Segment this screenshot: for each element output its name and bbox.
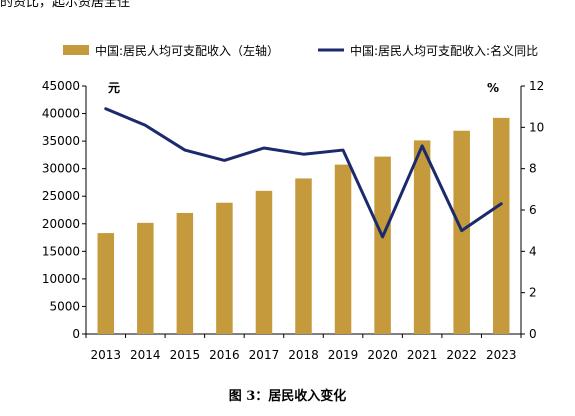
x-tick-label: 2014 <box>130 348 161 362</box>
x-tick-label: 2019 <box>328 348 359 362</box>
left-axis-unit: 元 <box>108 81 120 95</box>
right-tick-label: 6 <box>529 203 537 217</box>
income-bar <box>295 178 312 334</box>
income-bar <box>255 190 273 334</box>
left-tick-label: 5000 <box>49 299 80 313</box>
left-tick-label: 45000 <box>42 79 80 93</box>
right-tick-label: 8 <box>529 162 537 176</box>
x-tick-label: 2016 <box>209 348 240 362</box>
right-tick-label: 0 <box>529 327 537 341</box>
income-bar <box>97 233 115 334</box>
left-tick-label: 20000 <box>42 217 80 231</box>
income-bar <box>216 202 233 334</box>
x-tick-label: 2021 <box>407 348 438 362</box>
figure-caption: 图 3：居民收入变化 <box>228 389 347 404</box>
right-tick-label: 12 <box>529 79 544 93</box>
income-chart: 中国:居民人均可支配收入（左轴） 中国:居民人均可支配收入:名义同比 元 % 0… <box>42 43 544 362</box>
bar-series <box>97 117 510 335</box>
left-tick-label: 15000 <box>42 244 80 258</box>
left-tick-label: 0 <box>72 327 80 341</box>
income-bar <box>492 117 510 335</box>
x-tick-label: 2023 <box>486 348 517 362</box>
legend-bar-label: 中国:居民人均可支配收入（左轴） <box>95 43 279 58</box>
x-tick-label: 2015 <box>170 348 201 362</box>
line-series <box>104 107 503 239</box>
income-bar <box>453 130 470 334</box>
right-tick-label: 10 <box>529 120 544 134</box>
tick-labels: 0 5000 10000 15000 20000 25000 30000 35000 40000… <box>42 79 544 362</box>
legend-bar-swatch <box>63 45 89 55</box>
left-tick-label: 30000 <box>42 162 80 176</box>
x-tick-label: 2017 <box>249 348 280 362</box>
x-tick-label: 2018 <box>288 348 319 362</box>
top-paragraph-text: 的资比，起示资居全住 <box>0 0 131 10</box>
left-tick-label: 25000 <box>42 189 80 203</box>
legend-line-label: 中国:居民人均可支配收入:名义同比 <box>350 43 538 58</box>
right-tick-label: 4 <box>529 244 537 258</box>
left-tick-label: 10000 <box>42 272 80 286</box>
chart-legend: 中国:居民人均可支配收入（左轴） 中国:居民人均可支配收入:名义同比 <box>63 43 538 58</box>
right-axis-unit: % <box>487 81 499 95</box>
income-bar <box>176 212 194 334</box>
x-tick-label: 2013 <box>90 348 121 362</box>
right-tick-label: 2 <box>529 286 537 300</box>
left-tick-label: 40000 <box>42 107 80 121</box>
income-bar <box>413 140 431 334</box>
left-tick-label: 35000 <box>42 134 80 148</box>
income-bar <box>334 164 352 334</box>
income-bar <box>137 222 154 334</box>
x-tick-label: 2022 <box>446 348 477 362</box>
x-tick-label: 2020 <box>367 348 398 362</box>
income-bar <box>374 156 391 334</box>
